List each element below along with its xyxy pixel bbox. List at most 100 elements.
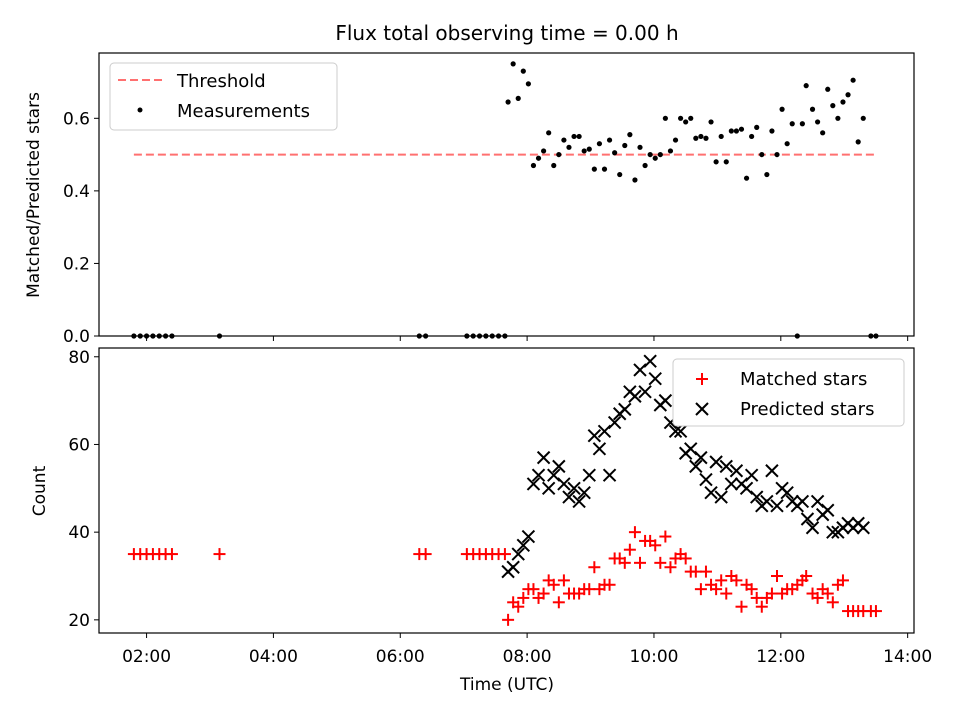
chart-title: Flux total observing time = 0.00 h — [335, 21, 678, 45]
top-y-tick-label: 0.2 — [63, 254, 90, 274]
top-y-ticks: 0.0 0.2 0.4 0.6 — [63, 109, 909, 347]
x-axis-label: Time (UTC) — [459, 675, 554, 695]
matched-star-point — [836, 574, 849, 587]
matched-star-point — [755, 600, 768, 613]
measurement-point — [820, 130, 826, 136]
measurement-point — [596, 141, 603, 147]
matched-star-point — [547, 578, 560, 591]
measurement-point — [713, 159, 719, 165]
measurement-point — [642, 162, 648, 169]
legend-predicted-label: Predicted stars — [740, 399, 874, 420]
predicted-star-point — [673, 424, 688, 439]
predicted-star-point — [658, 393, 673, 408]
measurement-point — [591, 166, 597, 172]
measurement-point — [561, 137, 567, 143]
measurement-point — [718, 133, 724, 140]
predicted-star-point — [699, 472, 713, 487]
predicted-star-point — [668, 424, 683, 439]
matched-star-point — [730, 574, 743, 587]
matched-star-point — [771, 570, 784, 582]
measurement-point — [515, 95, 521, 101]
measurement-point — [708, 119, 714, 125]
measurement-point — [566, 144, 572, 150]
predicted-star-point — [521, 529, 536, 544]
legend-measurements-label: Measurements — [177, 101, 310, 122]
predicted-star-point — [729, 464, 744, 478]
matched-star-point — [537, 587, 550, 600]
x-tick-label: 06:00 — [376, 647, 425, 667]
x-tick-label: 12:00 — [756, 647, 805, 667]
measurement-point — [830, 103, 836, 109]
matched-star-point — [603, 578, 616, 591]
matched-star-point — [765, 587, 778, 600]
measurement-point — [723, 159, 729, 165]
matched-star-point — [664, 561, 677, 574]
top-panel: 0.0 0.2 0.4 0.6 Matched/Predicted stars Thr… — [24, 52, 915, 347]
predicted-star-point — [648, 371, 662, 386]
measurement-point — [617, 171, 623, 178]
measurement-point — [799, 121, 805, 127]
predicted-star-point — [821, 503, 835, 517]
measurement-point — [845, 92, 851, 98]
measurement-point — [677, 115, 684, 121]
matched-star-point — [735, 600, 748, 613]
matched-star-point — [745, 583, 758, 596]
predicted-star-point — [826, 525, 840, 539]
predicted-star-point — [780, 485, 794, 500]
measurement-point — [779, 106, 785, 112]
predicted-star-point — [511, 547, 525, 561]
measurement-point — [652, 155, 658, 161]
matched-star-point — [419, 548, 432, 561]
measurement-point — [743, 175, 750, 181]
measurement-point — [693, 135, 699, 141]
measurement-point — [601, 166, 608, 172]
predicted-star-point — [557, 477, 571, 491]
top-axes-frame — [98, 52, 915, 337]
measurement-point — [835, 115, 841, 121]
measurement-point — [647, 151, 653, 158]
matched-star-point — [623, 543, 636, 556]
predicted-star-point — [694, 450, 708, 465]
predicted-star-point — [562, 490, 576, 504]
legend-predicted-swatch — [695, 402, 709, 416]
measurement-point — [541, 148, 547, 154]
matched-star-point — [689, 565, 702, 578]
predicted-star-point — [760, 494, 774, 509]
x-tick-label: 08:00 — [503, 647, 552, 667]
x-tick-label: 10:00 — [629, 647, 678, 667]
predicted-star-point — [638, 385, 652, 399]
matched-star-point — [618, 556, 631, 569]
measurement-point — [535, 155, 542, 161]
measurement-point — [683, 119, 689, 125]
bottom-plot-marks — [127, 354, 882, 626]
measurement-point — [769, 128, 775, 134]
measurement-point — [749, 133, 755, 140]
measurement-point — [667, 148, 674, 154]
measurement-point — [576, 133, 582, 140]
predicted-star-point — [531, 468, 546, 482]
top-legend-box — [109, 62, 338, 131]
legend-measurements-swatch — [137, 107, 143, 113]
predicted-star-point — [628, 389, 642, 403]
matched-star-point — [679, 552, 692, 565]
legend-matched-label: Matched stars — [740, 369, 867, 390]
measurement-point — [622, 142, 628, 149]
matched-star-point — [869, 605, 882, 618]
measurement-point — [525, 81, 531, 87]
measurement-point — [530, 162, 537, 169]
predicted-star-point — [689, 459, 703, 474]
measurement-point — [637, 144, 643, 150]
measurement-point — [814, 119, 821, 125]
x-axis-ticks: 02:00 04:00 06:00 08:00 10:00 12:00 14:00 — [122, 633, 932, 667]
measurement-point — [551, 162, 557, 169]
x-tick-label: 14:00 — [883, 647, 932, 667]
matched-star-point — [826, 596, 839, 609]
measurement-point — [703, 135, 709, 141]
predicted-star-point — [602, 468, 617, 482]
measurement-point — [546, 130, 552, 136]
top-plot-marks — [131, 61, 879, 339]
predicted-star-point — [592, 442, 607, 456]
measurement-point — [698, 133, 704, 140]
bottom-y-tick-label: 60 — [68, 435, 90, 455]
measurement-point — [825, 86, 831, 92]
